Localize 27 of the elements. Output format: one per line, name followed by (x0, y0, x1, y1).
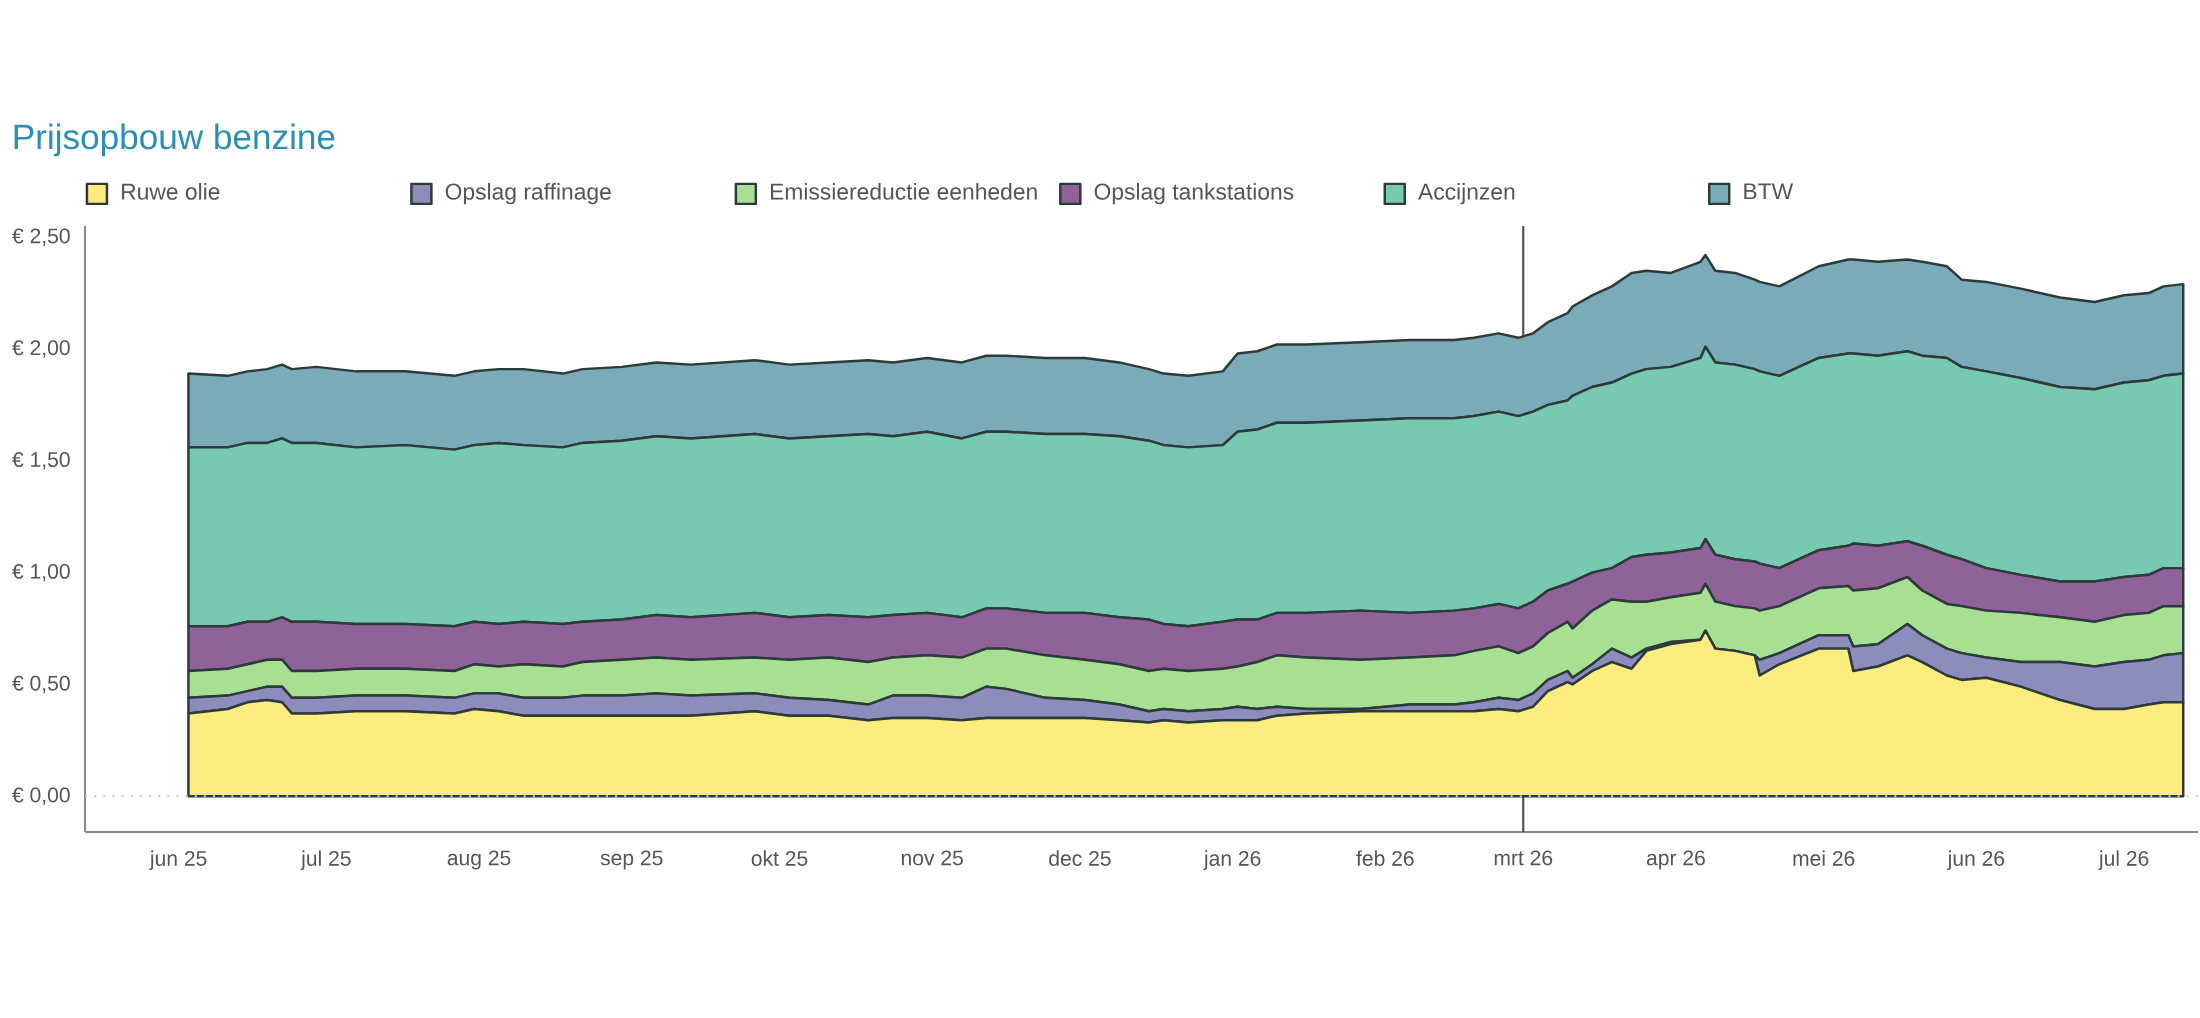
legend-label: Opslag tankstations (1094, 182, 1294, 205)
x-tick-label: jun 25 (149, 850, 207, 871)
y-tick-label: € 2,50 (12, 228, 70, 246)
y-tick-label: € 2,00 (12, 340, 70, 358)
y-tick-label: € 0,50 (12, 675, 70, 694)
x-tick-label: okt 25 (751, 850, 808, 866)
legend-label: Opslag raffinage (445, 182, 611, 205)
y-tick-label: € 1,00 (12, 563, 70, 582)
x-tick-label: sep 25 (600, 850, 663, 870)
x-tick-label: mrt 26 (1494, 850, 1553, 866)
legend-label: BTW (1744, 183, 1794, 200)
x-tick-label: nov 25 (901, 850, 963, 866)
legend-label: Ruwe olie (122, 182, 220, 200)
legend-label: Emissiereductie eenheden (770, 182, 1037, 200)
x-tick-label: jul 25 (300, 850, 351, 871)
y-tick-label: € 1,50 (12, 452, 70, 470)
legend-label: Accijnzen (1418, 182, 1515, 205)
x-tick-label: aug 25 (447, 850, 511, 870)
x-tick-label: dec 25 (1049, 850, 1111, 866)
x-tick-label: jun 26 (1947, 850, 2005, 871)
x-tick-label: jan 26 (1203, 850, 1261, 871)
x-tick-label: feb 26 (1356, 850, 1414, 866)
x-tick-label: apr 26 (1646, 850, 1705, 870)
x-tick-label: mei 26 (1793, 850, 1855, 866)
y-tick-label: € 0,00 (12, 787, 70, 805)
x-tick-label: jul 26 (2098, 850, 2149, 871)
chart-title: Prijsopbouw benzine (14, 123, 335, 157)
